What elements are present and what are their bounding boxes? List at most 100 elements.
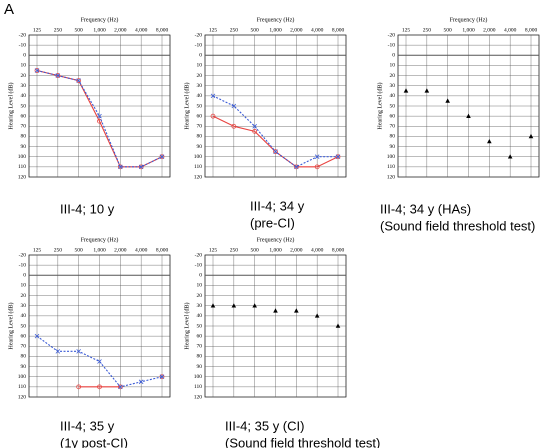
y-tick-label: 110: [387, 164, 395, 170]
marker-triangle: [403, 88, 409, 93]
x-axis-title: Frequency (Hz): [450, 16, 488, 23]
x-tick-label: 500: [75, 27, 84, 33]
marker-triangle: [273, 308, 278, 313]
x-tick-label: 500: [251, 247, 260, 253]
y-tick-label: -10: [19, 42, 27, 48]
y-tick-label: 60: [21, 333, 27, 339]
y-axis-title: Hearing Level (dB): [183, 83, 190, 130]
audiogram: Frequency (Hz) Hearing Level (dB) -20 -10 0 1…: [7, 236, 171, 448]
y-tick-label: 10: [21, 283, 27, 289]
marker-x: [159, 154, 165, 159]
x-tick-label: 1,000: [462, 27, 475, 33]
x-tick-label: 250: [230, 247, 239, 253]
y-tick-label: 20: [197, 293, 203, 299]
x-tick-label: 125: [402, 27, 411, 33]
x-tick-label: 4,000: [135, 27, 148, 33]
marker-circle: [314, 164, 320, 170]
x-axis-title: Frequency (Hz): [81, 16, 119, 23]
marker-circle: [117, 384, 123, 390]
x-tick-label: 1,000: [93, 247, 106, 253]
x-tick-label: 2,000: [114, 247, 127, 253]
audiogram: Frequency (Hz) Hearing Level (dB) -20 -10 0 1…: [183, 236, 380, 448]
x-tick-label: 500: [251, 27, 260, 33]
y-tick-label: 30: [197, 303, 203, 309]
y-tick-label: 40: [21, 93, 27, 99]
x-axis-title: Frequency (Hz): [257, 236, 295, 243]
y-tick-label: 80: [390, 134, 396, 140]
y-tick-label: 120: [387, 174, 396, 180]
marker-circle: [273, 149, 278, 155]
marker-x: [335, 154, 341, 159]
marker-x: [294, 164, 299, 170]
y-tick-label: 90: [197, 144, 203, 150]
y-tick-label: 30: [21, 303, 27, 309]
y-tick-label: 60: [197, 113, 203, 119]
y-tick-label: 50: [21, 103, 27, 109]
y-tick-label: 70: [197, 344, 203, 350]
marker-x: [55, 349, 61, 354]
y-tick-label: 80: [197, 134, 203, 140]
marker-x: [118, 384, 123, 390]
y-tick-label: 10: [197, 283, 203, 289]
y-tick-label: 30: [390, 83, 396, 89]
marker-circle: [252, 128, 258, 134]
y-tick-label: 60: [197, 333, 203, 339]
y-tick-label: 40: [21, 313, 27, 319]
y-tick-label: 50: [390, 103, 396, 109]
x-axis-title: Frequency (Hz): [257, 16, 295, 23]
x-tick-label: 500: [444, 27, 453, 33]
y-tick-label: 0: [392, 53, 395, 59]
y-tick-label: 100: [18, 374, 27, 380]
marker-x: [231, 103, 237, 109]
marker-x: [76, 349, 81, 354]
x-tick-label: 500: [75, 247, 84, 253]
chart-caption: III-4; 34 y: [250, 198, 305, 213]
y-tick-label: -20: [19, 252, 27, 258]
marker-x: [55, 73, 61, 78]
y-tick-label: 0: [23, 273, 26, 279]
marker-triangle: [487, 139, 492, 144]
marker-circle: [210, 113, 216, 119]
y-tick-label: -10: [19, 262, 27, 268]
y-tick-label: 90: [197, 364, 203, 370]
marker-triangle: [294, 308, 299, 313]
x-tick-label: 125: [33, 247, 42, 253]
x-tick-label: 250: [54, 247, 63, 253]
audiogram: Frequency (Hz) Hearing Level (dB) -20 -10 0 1…: [7, 16, 171, 216]
chart-caption: III-4; 10 y: [60, 201, 115, 216]
x-tick-label: 1,000: [269, 27, 282, 33]
y-tick-label: 0: [199, 273, 202, 279]
x-tick-label: 250: [423, 27, 432, 33]
y-tick-label: 40: [197, 313, 203, 319]
marker-triangle: [445, 98, 450, 103]
x-tick-label: 4,000: [135, 247, 148, 253]
audiogram: Frequency (Hz) Hearing Level (dB) -20 -10 0 1…: [183, 16, 347, 230]
x-tick-label: 8,000: [332, 247, 345, 253]
x-tick-label: 250: [230, 27, 239, 33]
marker-circle: [335, 154, 341, 160]
chart-caption: III-4; 35 y: [60, 418, 115, 433]
marker-x: [210, 93, 216, 99]
x-tick-label: 2,000: [290, 247, 303, 253]
y-axis-title: Hearing Level (dB): [7, 83, 14, 130]
y-tick-label: -10: [195, 262, 203, 268]
x-tick-label: 8,000: [332, 27, 345, 33]
y-tick-label: 100: [194, 154, 203, 160]
y-axis-title: Hearing Level (dB): [7, 303, 14, 350]
marker-x: [314, 154, 320, 159]
x-axis-title: Frequency (Hz): [81, 236, 119, 243]
y-tick-label: 50: [197, 323, 203, 329]
marker-circle: [231, 123, 237, 129]
marker-circle: [97, 384, 102, 390]
y-tick-label: 100: [194, 374, 203, 380]
y-tick-label: 120: [18, 394, 27, 400]
x-tick-label: 125: [209, 27, 218, 33]
x-tick-label: 2,000: [483, 27, 496, 33]
marker-circle: [159, 154, 165, 160]
y-tick-label: 80: [21, 134, 27, 140]
marker-triangle: [466, 113, 471, 118]
y-tick-label: 60: [21, 113, 27, 119]
y-tick-label: -20: [195, 252, 203, 258]
